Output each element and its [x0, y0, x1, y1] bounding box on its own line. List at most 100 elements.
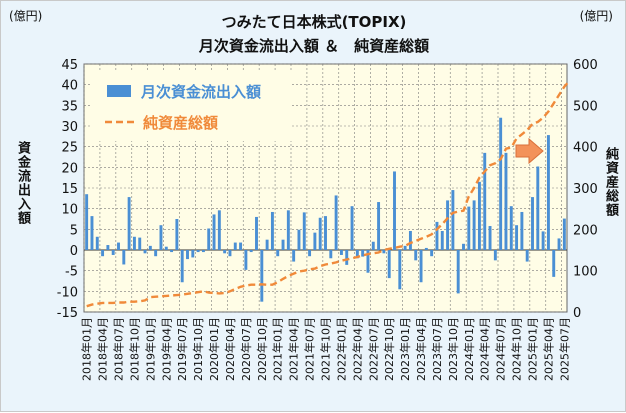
bar — [201, 250, 205, 253]
bar — [546, 135, 550, 250]
bar — [138, 237, 142, 250]
bar — [499, 117, 503, 250]
x-tick-label: 2023年10月 — [446, 317, 460, 381]
x-tick-label: 2018年10月 — [127, 317, 141, 381]
bar — [143, 250, 147, 254]
bar — [127, 197, 131, 250]
bar — [525, 250, 529, 262]
chart-subtitle: 月次資金流出入額 ＆ 純資産総額 — [198, 37, 430, 55]
y-tick-label: 10 — [61, 203, 78, 218]
x-tick-label: 2024年01月 — [462, 317, 476, 381]
bar — [297, 229, 301, 250]
y-tick-label: -5 — [65, 265, 78, 280]
bar — [281, 239, 285, 250]
bar — [233, 242, 237, 250]
x-tick-label: 2023年07月 — [430, 317, 444, 381]
bar — [355, 250, 359, 259]
bar — [318, 217, 322, 250]
y2-tick-label: 500 — [573, 99, 598, 114]
bar — [270, 211, 274, 250]
bar — [159, 225, 163, 250]
bar — [541, 231, 545, 250]
bar — [509, 206, 513, 250]
x-tick-label: 2025年04月 — [541, 317, 555, 381]
y2-tick-label: 100 — [573, 265, 598, 280]
legend-line-label: 純資産総額 — [143, 114, 218, 132]
bar — [85, 194, 89, 250]
x-tick-label: 2019年01月 — [143, 317, 157, 381]
bar — [483, 152, 487, 250]
y-tick-label: 25 — [61, 141, 78, 156]
x-tick-label: 2019年07月 — [175, 317, 189, 381]
bar — [207, 228, 211, 250]
x-tick-label: 2022年07月 — [366, 317, 380, 381]
bar — [111, 250, 115, 255]
bar — [292, 250, 296, 262]
bar — [244, 250, 248, 270]
bar — [154, 250, 158, 257]
bar — [403, 245, 407, 250]
y-tick-label: 0 — [70, 244, 78, 259]
bar — [504, 152, 508, 250]
arrow-annotation — [515, 137, 544, 165]
x-tick-label: 2021年01月 — [271, 317, 285, 381]
bar — [276, 250, 280, 257]
y-tick-label: 40 — [61, 79, 78, 94]
bar — [329, 250, 333, 259]
bar — [419, 250, 423, 283]
y2-tick-label: 300 — [573, 182, 598, 197]
bar — [477, 181, 481, 250]
x-tick-label: 2022年10月 — [382, 317, 396, 381]
y-tick-label: 35 — [61, 99, 78, 114]
bar — [345, 250, 349, 265]
bar — [313, 232, 317, 250]
bar — [212, 214, 216, 250]
y2-tick-label: 200 — [573, 223, 598, 238]
bar — [334, 195, 338, 250]
y-tick-label: 45 — [61, 58, 78, 73]
x-tick-label: 2018年04月 — [96, 317, 110, 381]
bar — [515, 225, 519, 250]
bar — [456, 250, 460, 294]
bar — [462, 243, 465, 250]
bar — [562, 218, 566, 250]
bar — [377, 202, 381, 250]
bar — [148, 245, 152, 250]
bar — [186, 250, 189, 260]
y-tick-label: 20 — [61, 161, 78, 176]
bar — [361, 250, 365, 257]
bar — [339, 250, 343, 255]
x-tick-label: 2022年04月 — [350, 317, 364, 381]
x-tick-label: 2020年07月 — [239, 317, 253, 381]
bar — [414, 250, 418, 261]
x-tick-label: 2020年04月 — [223, 317, 237, 381]
bar — [196, 250, 200, 253]
x-tick-label: 2023年01月 — [398, 317, 412, 381]
x-tick-label: 2019年10月 — [191, 317, 205, 381]
x-tick-label: 2025年07月 — [557, 317, 571, 381]
x-tick-label: 2021年04月 — [287, 317, 301, 381]
bar — [117, 242, 120, 250]
bar — [472, 200, 476, 250]
bar — [382, 250, 386, 254]
x-tick-label: 2018年07月 — [112, 317, 126, 381]
bar — [260, 250, 264, 302]
bar — [520, 211, 524, 250]
bar — [552, 250, 556, 277]
bar — [223, 250, 227, 254]
bar — [440, 230, 444, 250]
y-tick-label: -15 — [57, 306, 78, 321]
x-tick-label: 2024年10月 — [510, 317, 524, 381]
bar — [408, 230, 412, 250]
bar — [371, 241, 375, 250]
bar — [132, 236, 136, 250]
bar — [228, 250, 232, 257]
bar — [393, 171, 396, 250]
left-unit-label: (億円) — [9, 9, 43, 23]
bar — [302, 212, 306, 250]
legend-box — [92, 71, 292, 141]
x-tick-label: 2022年01月 — [334, 317, 348, 381]
x-tick-label: 2025年01月 — [526, 317, 540, 381]
bar — [170, 250, 174, 253]
x-tick-label: 2021年07月 — [303, 317, 317, 381]
